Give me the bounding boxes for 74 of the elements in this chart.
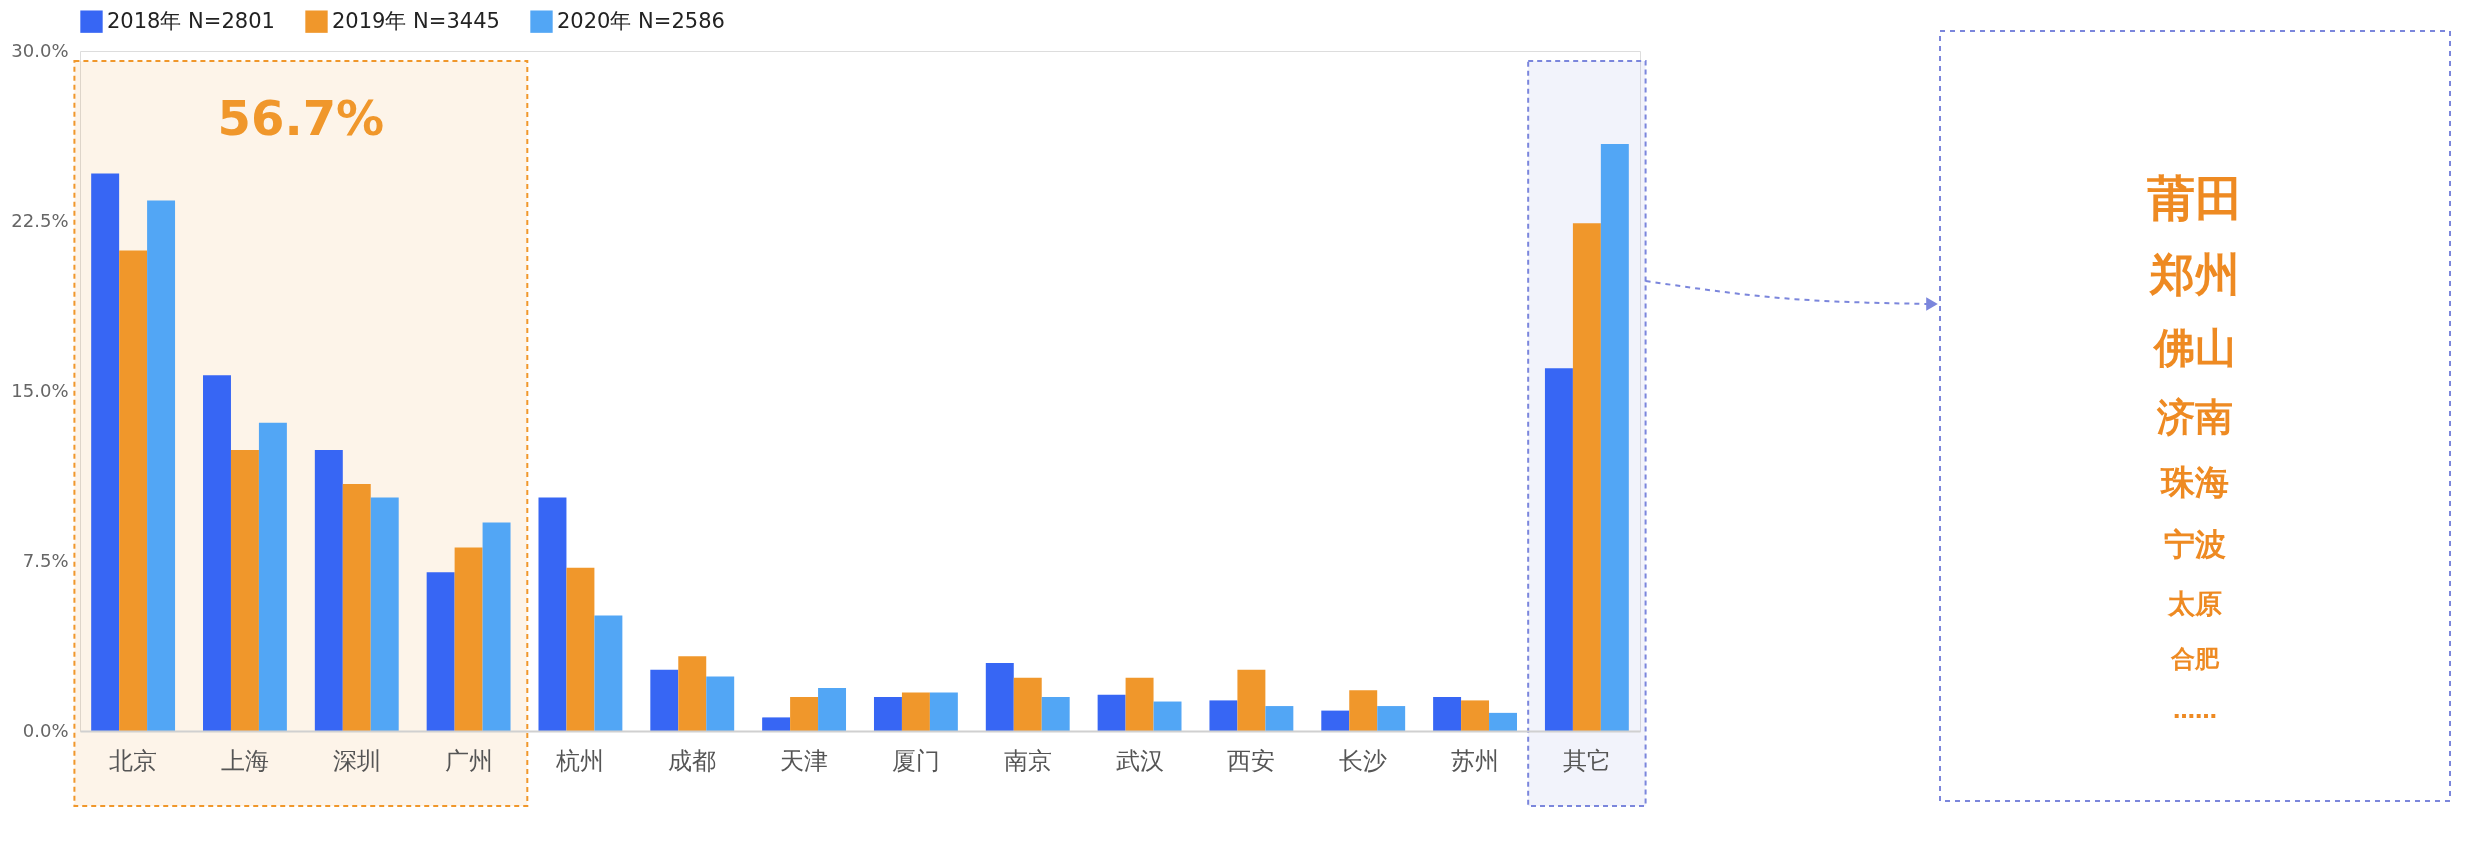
y-tick-label: 22.5% xyxy=(11,209,69,231)
x-tick-label: 上海 xyxy=(220,746,269,775)
bar xyxy=(342,483,371,731)
bar xyxy=(1237,669,1266,731)
bar xyxy=(230,449,259,731)
y-tick-label: 0.0% xyxy=(22,719,69,741)
x-tick-label: 厦门 xyxy=(891,746,940,775)
bar xyxy=(985,663,1014,731)
legend-label: 2018年 N=2801 xyxy=(107,8,275,33)
bar xyxy=(91,173,120,731)
x-tick-label: 苏州 xyxy=(1451,746,1500,775)
bar xyxy=(1489,712,1517,731)
bar xyxy=(1097,694,1126,731)
bar xyxy=(818,687,847,731)
bar xyxy=(314,449,343,731)
bar xyxy=(1013,677,1042,731)
text: 莆田 xyxy=(2146,170,2243,226)
x-tick-label: 天津 xyxy=(780,746,829,775)
y-tick-label: 7.5% xyxy=(22,549,69,571)
bar xyxy=(454,547,483,731)
bar xyxy=(258,422,287,731)
bar xyxy=(790,697,819,731)
bar xyxy=(203,375,231,731)
x-tick-label: 长沙 xyxy=(1339,746,1388,775)
x-tick-label: 北京 xyxy=(109,746,158,775)
text: 太原 xyxy=(2167,587,2222,619)
bar xyxy=(538,497,567,731)
bar xyxy=(1544,368,1573,731)
x-tick-label: 成都 xyxy=(668,746,717,775)
bar xyxy=(1349,690,1378,731)
bar xyxy=(650,669,679,731)
bar xyxy=(1041,697,1070,731)
bar xyxy=(873,697,902,731)
bar xyxy=(370,497,399,731)
bar xyxy=(1461,700,1490,731)
y-tick-label: 30.0% xyxy=(11,39,69,61)
x-tick-label: 深圳 xyxy=(332,746,381,775)
text: 佛山 xyxy=(2152,323,2236,372)
bar xyxy=(119,250,148,731)
legend-label: 2019年 N=3445 xyxy=(332,8,500,33)
bar xyxy=(762,717,791,731)
bar xyxy=(1433,697,1462,731)
x-tick-label: 武汉 xyxy=(1115,746,1164,775)
bar xyxy=(1572,223,1601,731)
bar xyxy=(929,692,958,731)
text: 宁波 xyxy=(2164,527,2226,562)
bar xyxy=(482,522,511,731)
bar xyxy=(1153,701,1182,731)
bar xyxy=(1265,706,1294,731)
x-tick-label: 南京 xyxy=(1003,746,1052,775)
bar xyxy=(901,692,930,731)
text: …… xyxy=(2173,698,2217,723)
band-label: 56.7% xyxy=(217,90,385,146)
bar xyxy=(1600,143,1629,731)
bar xyxy=(566,567,595,731)
bar xyxy=(1209,700,1238,731)
text: 合肥 xyxy=(2170,644,2220,673)
text: 济南 xyxy=(2156,394,2233,439)
bar xyxy=(147,200,176,731)
legend-label: 2020年 N=2586 xyxy=(557,8,725,33)
x-tick-label: 其它 xyxy=(1562,746,1611,775)
bar xyxy=(706,676,735,731)
x-tick-label: 广州 xyxy=(444,746,493,775)
x-tick-label: 西安 xyxy=(1227,746,1276,775)
bar xyxy=(426,572,455,731)
text: 珠海 xyxy=(2160,462,2229,502)
text: 郑州 xyxy=(2149,249,2240,300)
bar xyxy=(678,656,707,731)
y-tick-label: 15.0% xyxy=(11,379,69,401)
bar xyxy=(594,615,623,731)
x-tick-label: 杭州 xyxy=(555,746,605,775)
bar xyxy=(1321,710,1350,731)
bar xyxy=(1377,706,1406,731)
bar xyxy=(1125,677,1154,731)
